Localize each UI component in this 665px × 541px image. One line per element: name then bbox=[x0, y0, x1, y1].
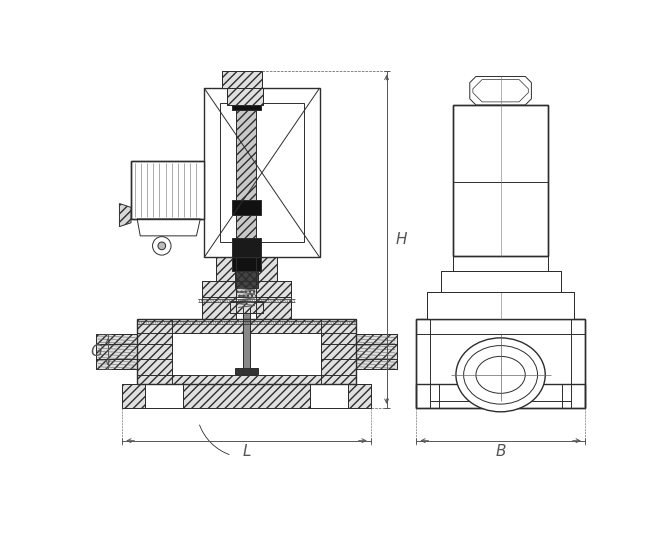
Polygon shape bbox=[137, 319, 356, 333]
Circle shape bbox=[158, 242, 166, 250]
Polygon shape bbox=[232, 258, 261, 271]
Text: B: B bbox=[495, 444, 506, 459]
Polygon shape bbox=[202, 281, 291, 298]
Polygon shape bbox=[232, 200, 261, 215]
Polygon shape bbox=[237, 215, 257, 258]
Ellipse shape bbox=[476, 357, 525, 393]
Polygon shape bbox=[416, 319, 585, 407]
Polygon shape bbox=[202, 298, 291, 319]
Polygon shape bbox=[237, 298, 257, 319]
Polygon shape bbox=[222, 71, 262, 88]
Polygon shape bbox=[453, 256, 549, 271]
Polygon shape bbox=[469, 76, 531, 105]
Polygon shape bbox=[232, 238, 261, 258]
Polygon shape bbox=[416, 385, 585, 407]
Polygon shape bbox=[321, 319, 356, 385]
Polygon shape bbox=[204, 88, 320, 258]
Text: H: H bbox=[396, 232, 408, 247]
Polygon shape bbox=[137, 375, 356, 385]
Polygon shape bbox=[516, 385, 562, 407]
Polygon shape bbox=[237, 258, 257, 281]
Polygon shape bbox=[235, 368, 258, 374]
Text: G: G bbox=[90, 344, 102, 359]
Text: L: L bbox=[242, 444, 251, 459]
Polygon shape bbox=[172, 333, 321, 375]
Polygon shape bbox=[310, 385, 348, 407]
Circle shape bbox=[152, 236, 171, 255]
Polygon shape bbox=[356, 334, 396, 369]
Polygon shape bbox=[439, 385, 485, 407]
Polygon shape bbox=[215, 258, 277, 281]
Polygon shape bbox=[122, 385, 371, 407]
Polygon shape bbox=[131, 161, 204, 219]
Polygon shape bbox=[137, 319, 172, 385]
Polygon shape bbox=[428, 292, 574, 319]
Polygon shape bbox=[232, 100, 261, 110]
Polygon shape bbox=[237, 103, 257, 250]
Polygon shape bbox=[227, 88, 263, 105]
Polygon shape bbox=[237, 258, 257, 298]
Polygon shape bbox=[219, 103, 305, 242]
Polygon shape bbox=[235, 271, 258, 288]
Polygon shape bbox=[243, 307, 250, 373]
Ellipse shape bbox=[464, 346, 537, 404]
Ellipse shape bbox=[456, 338, 545, 412]
Polygon shape bbox=[473, 80, 528, 102]
Polygon shape bbox=[230, 301, 263, 313]
Polygon shape bbox=[234, 200, 259, 219]
Polygon shape bbox=[145, 385, 184, 407]
Polygon shape bbox=[440, 271, 561, 292]
Polygon shape bbox=[453, 105, 549, 256]
Polygon shape bbox=[230, 302, 263, 313]
Polygon shape bbox=[237, 281, 257, 298]
Polygon shape bbox=[137, 219, 200, 236]
Polygon shape bbox=[120, 203, 131, 227]
Polygon shape bbox=[96, 334, 137, 369]
